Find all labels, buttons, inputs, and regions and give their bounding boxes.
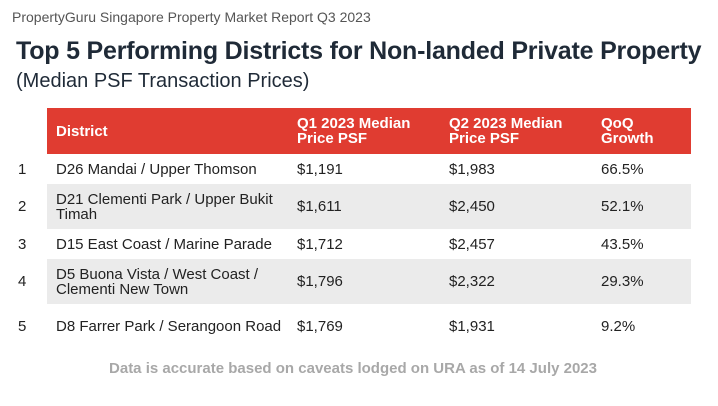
header-cell: Q2 2023 Median Price PSF: [449, 115, 563, 147]
footnote: Data is accurate based on caveats lodged…: [109, 360, 597, 377]
table-cell: $1,983: [449, 160, 495, 178]
table-row: 5 D8 Farrer Park / Serangoon Road $1,769 $1…: [0, 304, 691, 349]
table: District Q1 2023 Median Price PSF Q2 2023 …: [0, 108, 691, 349]
table-cell: D26 Mandai / Upper Thomson: [56, 160, 257, 178]
table-row: 3 D15 East Coast / Marine Parade $1,712 $2,…: [0, 229, 691, 259]
table-cell: 43.5%: [601, 235, 644, 253]
table-cell: 29.3%: [601, 273, 644, 290]
table-cell: 3: [18, 235, 27, 253]
table-cell: $1,796: [297, 273, 343, 290]
table-cell: $2,457: [449, 235, 495, 253]
table-cell: $2,322: [449, 273, 495, 290]
table-cell: 66.5%: [601, 160, 644, 178]
table-cell: 9.2%: [601, 318, 636, 335]
table-cell: 52.1%: [601, 198, 644, 215]
table-cell: 5: [18, 318, 27, 335]
table-row: 2 D21 Clementi Park / Upper Bukit Timah $1…: [0, 184, 691, 229]
table-cell: 4: [18, 273, 27, 290]
table-cell: $2,450: [449, 198, 495, 215]
table-row: 1 D26 Mandai / Upper Thomson $1,191 $1,983 6…: [0, 154, 691, 184]
subtitle: (Median PSF Transaction Prices): [16, 70, 310, 92]
table-cell: D15 East Coast / Marine Parade: [56, 235, 272, 253]
table-cell: D5 Buona Vista / West Coast / Clementi N…: [56, 265, 259, 298]
table-cell: $1,931: [449, 318, 495, 335]
table-cell: D21 Clementi Park / Upper Bukit Timah: [56, 190, 273, 223]
table-cell: $1,611: [297, 198, 342, 215]
report-label: PropertyGuru Singapore Property Market R…: [12, 9, 371, 25]
header-cell: District: [56, 122, 108, 140]
table-cell: 1: [18, 160, 27, 178]
table-cell: $1,191: [297, 160, 343, 178]
header-cell: Q1 2023 Median Price PSF: [297, 115, 411, 147]
table-cell: D8 Farrer Park / Serangoon Road: [56, 318, 282, 335]
table-cell: $1,712: [297, 235, 343, 253]
table-cell: $1,769: [297, 318, 343, 335]
header-cell: QoQ Growth: [601, 115, 654, 147]
table-row: 4 D5 Buona Vista / West Coast / Clementi …: [0, 259, 691, 304]
header-row: District Q1 2023 Median Price PSF Q2 2023 …: [0, 108, 691, 154]
title: Top 5 Performing Districts for Non-lande…: [16, 37, 702, 65]
table-cell: 2: [18, 198, 27, 215]
